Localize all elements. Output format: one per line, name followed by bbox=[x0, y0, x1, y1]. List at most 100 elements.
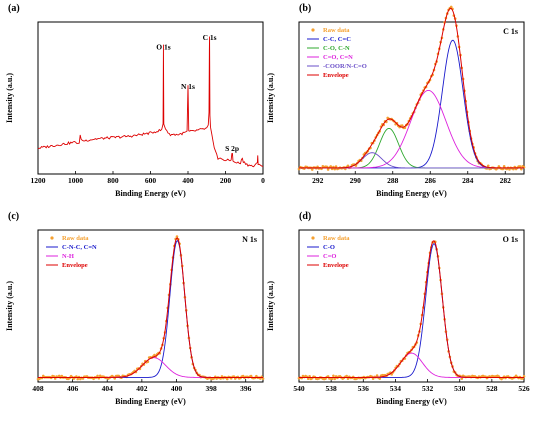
legend-label: Envelope bbox=[323, 262, 349, 269]
legend-label: C-O bbox=[323, 244, 335, 251]
raw-data-point bbox=[329, 165, 333, 168]
raw-data-point bbox=[325, 165, 329, 169]
x-tick-label: 288 bbox=[387, 176, 399, 185]
raw-data-point bbox=[333, 377, 337, 381]
x-tick-label: 528 bbox=[486, 384, 498, 393]
y-axis-title: Intensity (a.u.) bbox=[266, 73, 275, 123]
x-tick-label: 402 bbox=[136, 384, 148, 393]
y-axis-title: Intensity (a.u.) bbox=[266, 281, 275, 331]
plot-frame bbox=[298, 21, 525, 175]
core-level-label: C 1s bbox=[503, 27, 518, 36]
raw-data-point bbox=[76, 377, 80, 381]
x-tick-label: 1000 bbox=[68, 176, 83, 185]
x-tick-label: 282 bbox=[500, 176, 512, 185]
panel-letter: (d) bbox=[299, 211, 311, 222]
envelope-line bbox=[299, 7, 524, 169]
raw-data-point bbox=[518, 165, 522, 168]
legend-swatch bbox=[50, 236, 54, 240]
raw-data-point bbox=[502, 165, 506, 168]
core-level-label: O 1s bbox=[503, 235, 518, 244]
legend-label: C-C, C=C bbox=[323, 36, 351, 43]
y-axis-title: Intensity (a.u.) bbox=[5, 281, 14, 331]
x-tick-label: 404 bbox=[102, 384, 114, 393]
x-tick-label: 530 bbox=[454, 384, 466, 393]
x-axis-title: Binding Energy (eV) bbox=[115, 189, 186, 198]
x-axis-title: Binding Energy (eV) bbox=[376, 189, 447, 198]
legend-label: N-H bbox=[62, 253, 74, 260]
raw-data-point bbox=[225, 377, 229, 381]
x-tick-label: 408 bbox=[32, 384, 44, 393]
raw-data-point bbox=[512, 167, 515, 171]
x-tick-label: 396 bbox=[240, 384, 252, 393]
panel-d: (d) 540 538 536 534 532 530 528 526 Binding Energ… bbox=[266, 211, 530, 406]
raw-data-point bbox=[400, 124, 404, 127]
panel-a: (a) 1200 1000 800 600 400 200 0 Binding Energy (… bbox=[5, 3, 265, 198]
raw-data-point bbox=[520, 167, 523, 171]
raw-data-point bbox=[330, 377, 334, 381]
x-tick-label: 290 bbox=[350, 176, 362, 185]
legend-label: C-O, C-N bbox=[323, 45, 350, 52]
raw-data-point bbox=[345, 374, 348, 378]
legend-label: C=O, C=N bbox=[323, 54, 353, 61]
raw-data-point bbox=[333, 167, 337, 171]
x-tick-label: 536 bbox=[358, 384, 370, 393]
legend: Raw data C-C, C=C C-O, C-N C=O, C=N -COOR/N-… bbox=[307, 27, 367, 79]
raw-data-point bbox=[334, 165, 338, 168]
x-axis-title: Binding Energy (eV) bbox=[115, 397, 186, 406]
component-line bbox=[38, 357, 263, 378]
legend-swatch bbox=[311, 236, 315, 240]
x-tick-label: 286 bbox=[425, 176, 437, 185]
peak-annotation: N 1s bbox=[181, 82, 195, 91]
legend-label: Raw data bbox=[323, 235, 350, 242]
raw-data-point bbox=[96, 374, 99, 378]
x-tick-label: 400 bbox=[171, 384, 183, 393]
envelope-line bbox=[38, 237, 263, 378]
legend-label: Envelope bbox=[62, 262, 88, 269]
raw-data-point bbox=[378, 377, 382, 380]
x-tick-label: 600 bbox=[145, 176, 157, 185]
legend-label: C-N-C, C=N bbox=[62, 244, 97, 251]
panel-letter: (a) bbox=[8, 3, 20, 14]
component-line bbox=[299, 127, 524, 169]
x-tick-label: 538 bbox=[326, 384, 338, 393]
y-axis-title: Intensity (a.u.) bbox=[5, 73, 14, 123]
x-tick-label: 284 bbox=[462, 176, 474, 185]
raw-data-point bbox=[460, 377, 464, 380]
peak-annotation: S 2p bbox=[225, 144, 239, 153]
panel-c: (c) 408 406 404 402 400 398 396 Binding Energy (… bbox=[5, 211, 265, 406]
legend-label: -COOR/N-C=O bbox=[323, 63, 367, 70]
x-tick-label: 406 bbox=[67, 384, 79, 393]
plot-frame bbox=[298, 229, 525, 383]
legend-label: Envelope bbox=[323, 72, 349, 79]
raw-data-point bbox=[310, 168, 314, 171]
survey-spectrum-line bbox=[37, 36, 264, 168]
legend-label: Raw data bbox=[323, 27, 350, 34]
panel-letter: (b) bbox=[299, 3, 311, 14]
raw-data-point bbox=[332, 374, 335, 378]
raw-data-point bbox=[486, 164, 490, 168]
raw-data-point bbox=[326, 168, 330, 171]
x-tick-label: 800 bbox=[107, 176, 119, 185]
x-tick-label: 532 bbox=[422, 384, 434, 393]
legend: Raw data C-N-C, C=N N-H Envelope bbox=[46, 235, 97, 269]
x-tick-label: 534 bbox=[390, 384, 402, 393]
x-tick-label: 398 bbox=[205, 384, 217, 393]
plot-frame bbox=[37, 229, 264, 383]
core-level-label: N 1s bbox=[242, 235, 257, 244]
x-tick-label: 540 bbox=[293, 384, 305, 393]
x-tick-label: 292 bbox=[312, 176, 324, 185]
raw-data-point bbox=[249, 374, 253, 378]
raw-data-point bbox=[346, 164, 350, 168]
panel-b: (b) 292 290 288 286 284 282 Binding Energy (eV)… bbox=[266, 3, 526, 198]
panel-letter: (c) bbox=[8, 211, 19, 222]
envelope-line bbox=[299, 240, 524, 378]
x-tick-label: 526 bbox=[518, 384, 530, 393]
x-tick-label: 400 bbox=[182, 176, 194, 185]
peak-annotation: O 1s bbox=[156, 42, 170, 51]
raw-data-point bbox=[175, 235, 179, 238]
legend-swatch bbox=[311, 28, 315, 32]
raw-data-point bbox=[449, 5, 453, 9]
x-tick-label: 200 bbox=[220, 176, 232, 185]
legend-label: Raw data bbox=[62, 235, 89, 242]
